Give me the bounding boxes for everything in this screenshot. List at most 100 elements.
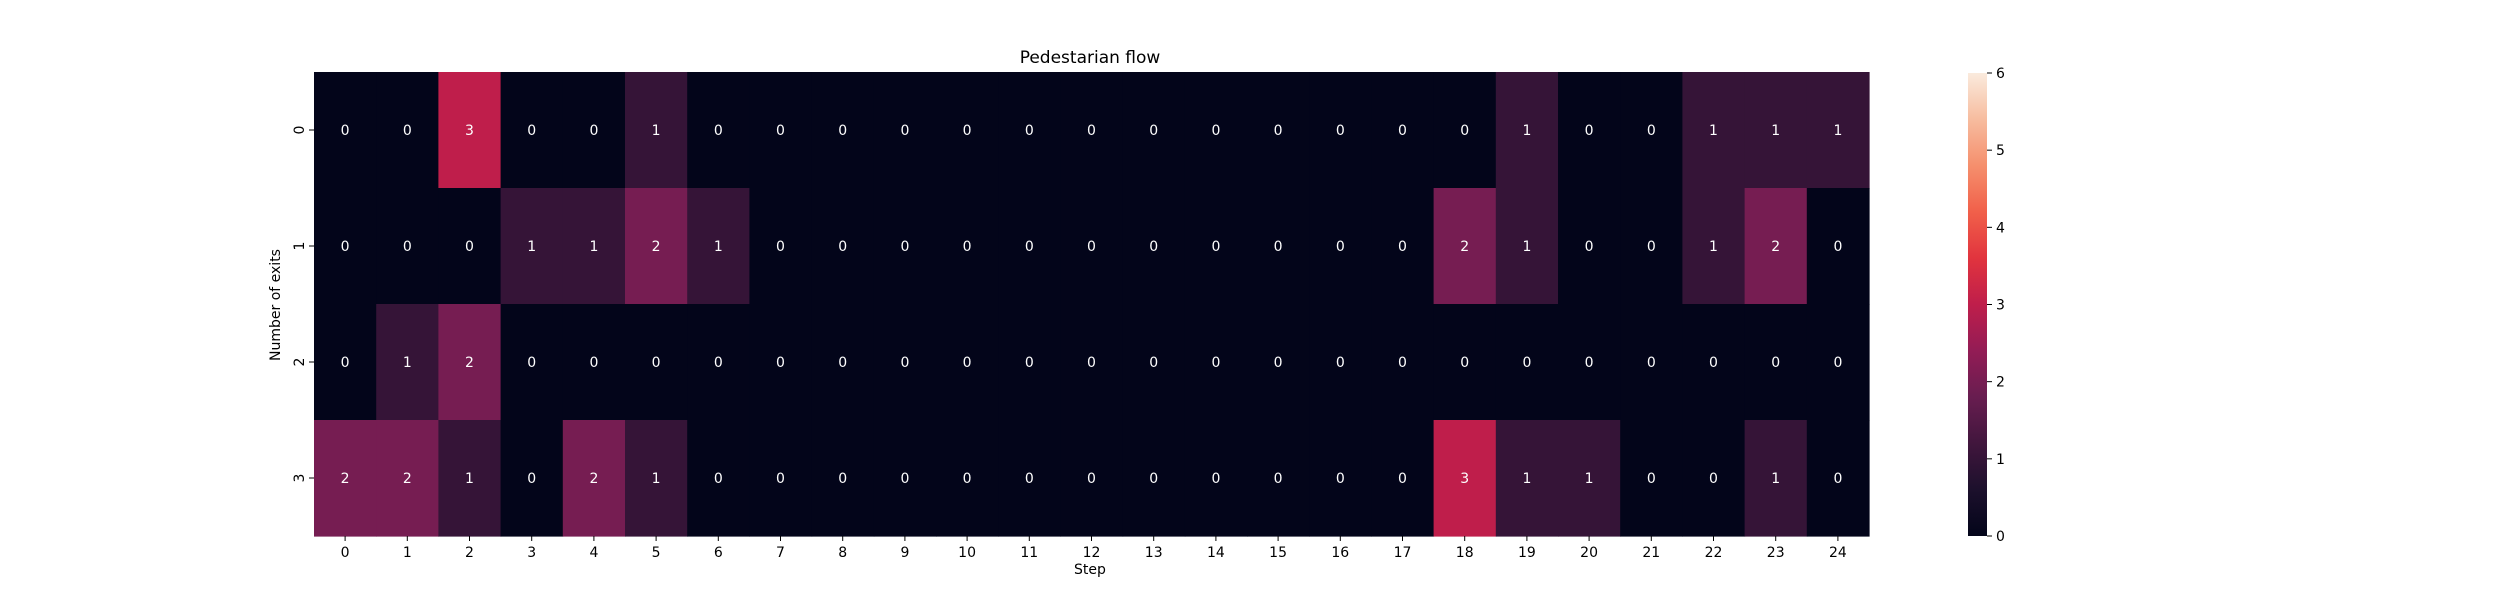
heatmap-cell: [1495, 72, 1559, 189]
y-axis-label: Number of exits: [268, 249, 284, 361]
cell-value-label: 0: [341, 239, 350, 255]
heatmap-cell: [1184, 304, 1248, 421]
colorbar-gradient: [1968, 73, 1987, 536]
heatmap-cell: [1309, 304, 1372, 421]
x-tick-label: 11: [1020, 545, 1038, 561]
cell-value-label: 0: [1398, 471, 1407, 487]
x-tick-label: 3: [527, 545, 536, 561]
heatmap-cell: [1620, 188, 1683, 305]
heatmap-cell: [500, 188, 564, 305]
cell-value-label: 0: [1274, 355, 1283, 371]
cell-value-label: 0: [900, 471, 909, 487]
heatmap-cell: [1558, 304, 1621, 421]
heatmap-cell: [749, 188, 813, 305]
cell-value-label: 0: [589, 123, 598, 139]
cell-value-label: 0: [527, 355, 536, 371]
cell-value-label: 0: [1833, 355, 1842, 371]
heatmap-cell: [998, 304, 1061, 421]
heatmap-cell: [1247, 304, 1310, 421]
heatmap-cell: [749, 304, 813, 421]
heatmap-cell: [500, 72, 564, 189]
heatmap-cell: [625, 420, 688, 537]
chart-title: Pedestarian flow: [1020, 48, 1161, 68]
cell-value-label: 0: [776, 239, 785, 255]
cell-value-label: 1: [1771, 123, 1780, 139]
x-tick-label: 24: [1829, 545, 1847, 561]
x-tick-label: 19: [1518, 545, 1536, 561]
cell-value-label: 1: [652, 123, 661, 139]
heatmap-cell: [438, 304, 502, 421]
heatmap-cell: [1558, 420, 1621, 537]
cell-value-label: 0: [1025, 355, 1034, 371]
heatmap-cell: [1309, 188, 1372, 305]
x-tick-label: 4: [589, 545, 598, 561]
cell-value-label: 2: [403, 471, 412, 487]
cell-value-label: 0: [963, 239, 972, 255]
cell-value-label: 1: [527, 239, 536, 255]
cell-value-label: 0: [1336, 123, 1345, 139]
cell-value-label: 1: [403, 355, 412, 371]
heatmap-cell: [625, 72, 688, 189]
cell-value-label: 1: [1522, 471, 1531, 487]
x-tick-label: 12: [1083, 545, 1101, 561]
heatmap-cell: [500, 304, 564, 421]
heatmap-cell: [1744, 304, 1808, 421]
heatmap-cell: [811, 304, 875, 421]
cell-value-label: 0: [776, 123, 785, 139]
cell-value-label: 0: [776, 471, 785, 487]
cell-value-label: 0: [341, 123, 350, 139]
cell-value-label: 0: [1274, 123, 1283, 139]
heatmap-cell: [1060, 72, 1124, 189]
x-tick-label: 15: [1269, 545, 1287, 561]
heatmap-cell: [314, 304, 377, 421]
heatmap-cell: [1433, 420, 1497, 537]
heatmap-cell: [1184, 188, 1248, 305]
cell-value-label: 0: [1336, 239, 1345, 255]
cell-value-label: 2: [1771, 239, 1780, 255]
x-tick-label: 22: [1705, 545, 1723, 561]
heatmap-cell: [1247, 72, 1310, 189]
cell-value-label: 0: [403, 123, 412, 139]
heatmap-cell: [687, 72, 750, 189]
cell-value-label: 0: [714, 471, 723, 487]
heatmap-cell: [873, 420, 937, 537]
heatmap-cell: [687, 304, 750, 421]
cell-value-label: 0: [1585, 123, 1594, 139]
cell-value-label: 0: [1833, 239, 1842, 255]
x-tick-label: 14: [1207, 545, 1225, 561]
heatmap-cell: [1558, 188, 1621, 305]
heatmap-cell: [1744, 188, 1808, 305]
cell-value-label: 0: [1398, 123, 1407, 139]
heatmap-cell: [749, 72, 813, 189]
heatmap-cell: [811, 72, 875, 189]
heatmap-cell: [376, 188, 439, 305]
cell-value-label: 0: [1025, 471, 1034, 487]
colorbar-tick-label: 0: [1996, 529, 2005, 545]
cell-value-label: 0: [1398, 355, 1407, 371]
cell-value-label: 0: [776, 355, 785, 371]
y-tick-label: 0: [292, 126, 308, 135]
heatmap-cell: [936, 72, 999, 189]
heatmap-cell: [1122, 72, 1186, 189]
x-tick-label: 9: [900, 545, 909, 561]
cell-value-label: 0: [1833, 471, 1842, 487]
cell-value-label: 0: [1025, 239, 1034, 255]
heatmap-cell: [625, 304, 688, 421]
cell-value-label: 0: [1087, 239, 1096, 255]
heatmap-cell: [1184, 72, 1248, 189]
heatmap-cell: [936, 420, 999, 537]
heatmap-cell: [811, 188, 875, 305]
heatmap-cell: [562, 304, 626, 421]
cell-value-label: 1: [1771, 471, 1780, 487]
heatmap-cell: [1806, 304, 1870, 421]
cell-value-label: 0: [1460, 355, 1469, 371]
heatmap-cell: [1620, 420, 1683, 537]
cell-value-label: 0: [1274, 239, 1283, 255]
heatmap-cell: [438, 188, 502, 305]
heatmap-cell: [1060, 304, 1124, 421]
heatmap-cell: [1122, 420, 1186, 537]
heatmap-cell: [314, 420, 377, 537]
cell-value-label: 0: [963, 471, 972, 487]
heatmap-cell: [1495, 420, 1559, 537]
cell-value-label: 2: [652, 239, 661, 255]
